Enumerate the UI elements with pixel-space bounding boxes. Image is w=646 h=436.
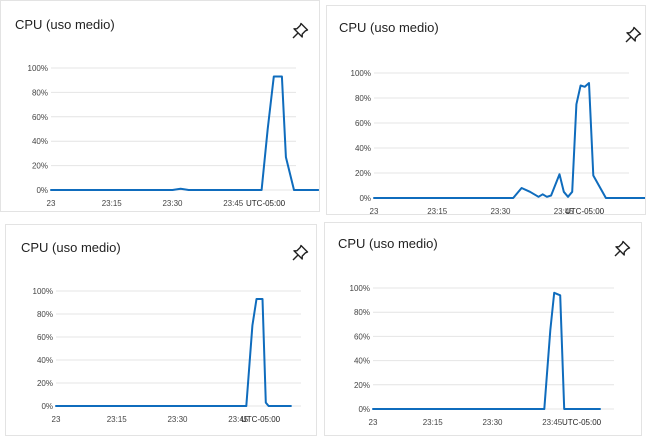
timezone-label: UTC-05:00 bbox=[565, 207, 605, 215]
cpu-chart-tile[interactable]: CPU (uso medio) 100% 80% 60% 40% 20% 0% 23 23:1… bbox=[326, 5, 646, 215]
cpu-line-chart: 100% 80% 60% 40% 20% 0% 23 23:15 23:30 23:45UTC-0… bbox=[33, 287, 301, 424]
pin-icon[interactable] bbox=[612, 239, 632, 259]
x-tick-label: 23 bbox=[369, 418, 378, 427]
cpu-chart-tile[interactable]: CPU (uso medio) 100% 80% 60% 40% 20% 0% 23 23:1… bbox=[5, 224, 317, 436]
y-tick-label: 20% bbox=[355, 169, 371, 178]
y-tick-label: 0% bbox=[36, 186, 48, 195]
cpu-series-line bbox=[372, 291, 601, 410]
x-tick-label: 23:15 bbox=[102, 199, 123, 208]
x-tick-label: 23:15 bbox=[423, 418, 444, 427]
tile-title: CPU (uso medio) bbox=[15, 17, 115, 32]
y-tick-label: 100% bbox=[350, 284, 370, 293]
cpu-series-line bbox=[50, 75, 319, 191]
tile-title: CPU (uso medio) bbox=[338, 236, 438, 251]
y-tick-label: 60% bbox=[355, 119, 371, 128]
y-tick-label: 80% bbox=[354, 308, 370, 317]
y-tick-label: 60% bbox=[32, 113, 48, 122]
tile-title: CPU (uso medio) bbox=[339, 20, 439, 35]
cpu-series-line bbox=[55, 298, 292, 407]
cpu-chart-tile[interactable]: CPU (uso medio) 100% 80% 60% 40% 20% 0% 23 23:1… bbox=[324, 222, 642, 436]
y-tick-label: 40% bbox=[37, 356, 53, 365]
y-tick-label: 100% bbox=[351, 69, 371, 78]
pin-icon[interactable] bbox=[290, 243, 310, 263]
x-tick-label: 23:30 bbox=[167, 415, 188, 424]
x-tick-label: 23:15 bbox=[427, 207, 448, 215]
y-tick-label: 20% bbox=[37, 379, 53, 388]
timezone-label: UTC-05:00 bbox=[246, 199, 286, 208]
y-tick-label: 0% bbox=[358, 405, 370, 414]
y-tick-label: 0% bbox=[41, 402, 53, 411]
x-tick-label: 23 bbox=[370, 207, 379, 215]
pin-icon[interactable] bbox=[290, 21, 310, 41]
y-tick-label: 20% bbox=[32, 162, 48, 171]
y-tick-label: 60% bbox=[354, 332, 370, 341]
cpu-series-line bbox=[373, 82, 645, 199]
x-tick-label: 23:45 bbox=[228, 415, 249, 424]
x-tick-label: 23:30 bbox=[162, 199, 183, 208]
timezone-label: UTC-05:00 bbox=[562, 418, 602, 427]
y-tick-label: 80% bbox=[32, 88, 48, 97]
x-tick-label: 23:45 bbox=[554, 207, 575, 215]
y-tick-label: 40% bbox=[354, 357, 370, 366]
x-tick-label: 23 bbox=[52, 415, 61, 424]
x-tick-label: 23 bbox=[47, 199, 56, 208]
y-tick-label: 40% bbox=[32, 137, 48, 146]
x-tick-label: 23:45 bbox=[223, 199, 244, 208]
y-tick-label: 80% bbox=[37, 310, 53, 319]
y-tick-label: 20% bbox=[354, 381, 370, 390]
y-tick-label: 80% bbox=[355, 94, 371, 103]
cpu-chart-tile[interactable]: CPU (uso medio) 100% 80% 60% 40% 20% 0% 23 23:1… bbox=[0, 0, 320, 212]
x-tick-label: 23:15 bbox=[107, 415, 128, 424]
y-tick-label: 100% bbox=[28, 64, 48, 73]
timezone-label: UTC-05:00 bbox=[241, 415, 281, 424]
y-tick-label: 0% bbox=[359, 194, 371, 203]
x-tick-label: 23:30 bbox=[490, 207, 511, 215]
x-tick-label: 23:30 bbox=[482, 418, 503, 427]
pin-icon[interactable] bbox=[623, 25, 643, 45]
y-tick-label: 60% bbox=[37, 333, 53, 342]
y-tick-label: 40% bbox=[355, 144, 371, 153]
x-tick-label: 23:45 bbox=[542, 418, 563, 427]
cpu-line-chart: 100% 80% 60% 40% 20% 0% 23 23:15 23:30 23:45UTC-0… bbox=[351, 69, 645, 215]
y-tick-label: 100% bbox=[33, 287, 53, 296]
tile-title: CPU (uso medio) bbox=[21, 240, 121, 255]
